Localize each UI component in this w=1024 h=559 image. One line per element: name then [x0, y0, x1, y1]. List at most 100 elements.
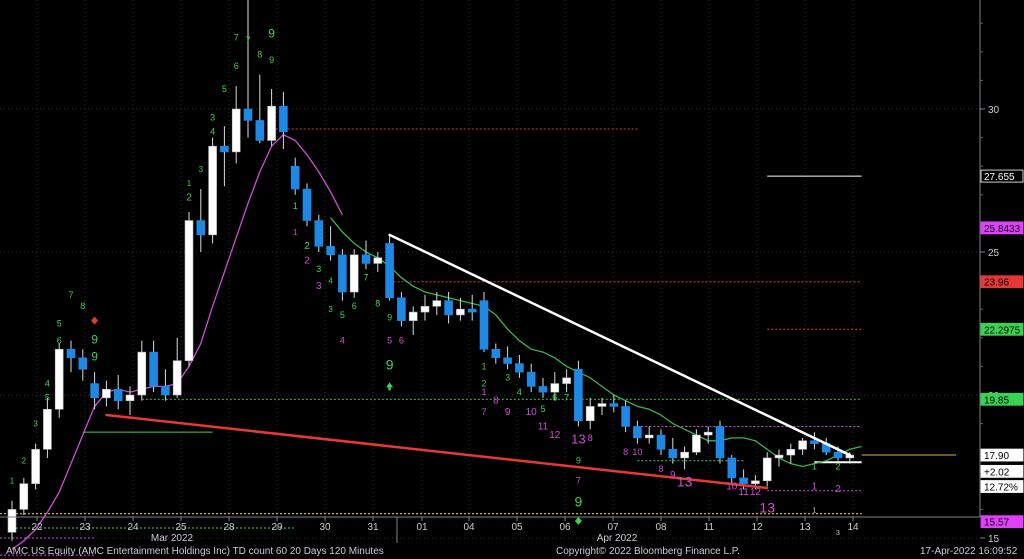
moving-average-line [330, 217, 862, 468]
y-tick-label: 15 [988, 534, 1000, 545]
td-count-label: 10 [526, 407, 538, 418]
td-count-label: 1 [481, 387, 486, 397]
candle-body [231, 108, 241, 153]
td-count-label: 3 [836, 530, 840, 537]
td-count-label: 7 [481, 407, 486, 417]
td-count-label: 4 [45, 378, 50, 388]
y-axis: 15202530 [979, 0, 1024, 545]
candle-body [644, 434, 654, 439]
td-count-label: 8 [80, 301, 85, 311]
candle-body [668, 449, 678, 459]
candle-body [302, 188, 312, 221]
td-count-label: 11 [538, 421, 549, 432]
candle-body [208, 145, 217, 236]
price-tag-label: 25.8433 [984, 224, 1021, 235]
candle-body [149, 351, 158, 387]
candle-body [715, 426, 725, 459]
candle-body [184, 220, 194, 361]
td-count-label: 8 [588, 433, 593, 443]
td-count-label: 2 [22, 457, 27, 466]
price-tag-label: +2.02 [984, 467, 1010, 478]
td-count-label: 1 [812, 461, 817, 471]
td-count-label: 3 [199, 165, 204, 174]
copyright-notice: Copyright© 2022 Bloomberg Finance L.P. [556, 546, 740, 557]
td-count-label: 6 [57, 336, 62, 346]
td-count-label: 12 [750, 487, 762, 498]
td-count-label: 5 [45, 393, 50, 403]
price-tag [980, 515, 1024, 529]
candle-body [361, 254, 371, 264]
candle-body [161, 386, 170, 396]
candle-body [503, 357, 512, 364]
td-count-label: 8 [375, 298, 380, 308]
candle-body [125, 394, 135, 402]
perfection-marks [91, 316, 582, 525]
candle-body [243, 108, 253, 121]
td-count-label: 1 [812, 507, 816, 514]
candle-body [31, 449, 40, 484]
x-tick-label: 08 [655, 522, 667, 533]
candle-body [78, 357, 88, 370]
candle-body [338, 254, 347, 293]
candle-body [692, 434, 701, 453]
candle-body [314, 220, 324, 247]
td-count-label: 1 [481, 361, 486, 371]
trendline [105, 413, 769, 490]
price-tag [980, 392, 1024, 406]
td-count-label: 9 [505, 407, 511, 418]
candle-body [385, 243, 394, 299]
td-count-label: 3 [316, 281, 322, 292]
td-count-label: 1 [293, 201, 298, 211]
candle-body [444, 300, 453, 316]
candle-body [397, 297, 406, 321]
td-count-label: 9 [91, 333, 98, 347]
candle-body [597, 403, 607, 407]
td-count-label: 8 [257, 50, 262, 60]
td-count-label: 6 [234, 61, 239, 71]
y-tick-label: 30 [988, 105, 1000, 116]
candle-body [255, 120, 265, 141]
candle-body [762, 457, 772, 482]
td-count-label: 4 [340, 336, 345, 346]
candle-body [833, 451, 843, 459]
price-tag-label: 12.72% [984, 483, 1018, 494]
price-tag-label: 15.57 [984, 518, 1009, 529]
candle-body [137, 351, 147, 396]
td-count-label: 1 [187, 179, 192, 188]
td-count-label: 4 [517, 387, 522, 397]
y-tick-label: 25 [988, 248, 1000, 259]
candle-body [810, 440, 819, 444]
candle-body [786, 449, 796, 456]
candle-body [420, 306, 430, 313]
td-count-label: 13 [677, 474, 693, 490]
x-tick-label: 28 [223, 522, 235, 533]
price-tag-label: 22.2975 [984, 325, 1021, 336]
td-count-label: 4 [210, 127, 215, 137]
td-count-label: 11 [738, 487, 749, 498]
candle-body [102, 388, 111, 399]
td-count-label: 8 [493, 396, 499, 407]
td-count-label: 7 [68, 290, 73, 300]
x-tick-label: 11 [704, 522, 715, 533]
candle-body [408, 311, 418, 321]
td-count-label: 7 [576, 476, 581, 486]
price-tag [980, 221, 1024, 235]
trendline [388, 233, 852, 457]
x-tick-label: 04 [463, 522, 475, 533]
trendlines [105, 233, 852, 490]
candle-body [798, 440, 807, 450]
x-tick-label: 14 [847, 522, 859, 533]
x-tick-label: 25 [175, 522, 187, 533]
td-count-label: 9 [386, 356, 394, 372]
td-count-label: 3 [505, 373, 510, 383]
price-tag-label: 19.85 [984, 395, 1009, 406]
x-tick-label: 13 [799, 522, 811, 533]
candle-body [66, 348, 76, 359]
candle-body [680, 451, 689, 459]
price-tag [980, 322, 1024, 336]
candle-body [43, 408, 52, 450]
td-count-label: 12 [549, 430, 561, 441]
horizontal-levels [0, 128, 956, 556]
candle-body [585, 406, 595, 422]
candle-body [7, 509, 17, 533]
